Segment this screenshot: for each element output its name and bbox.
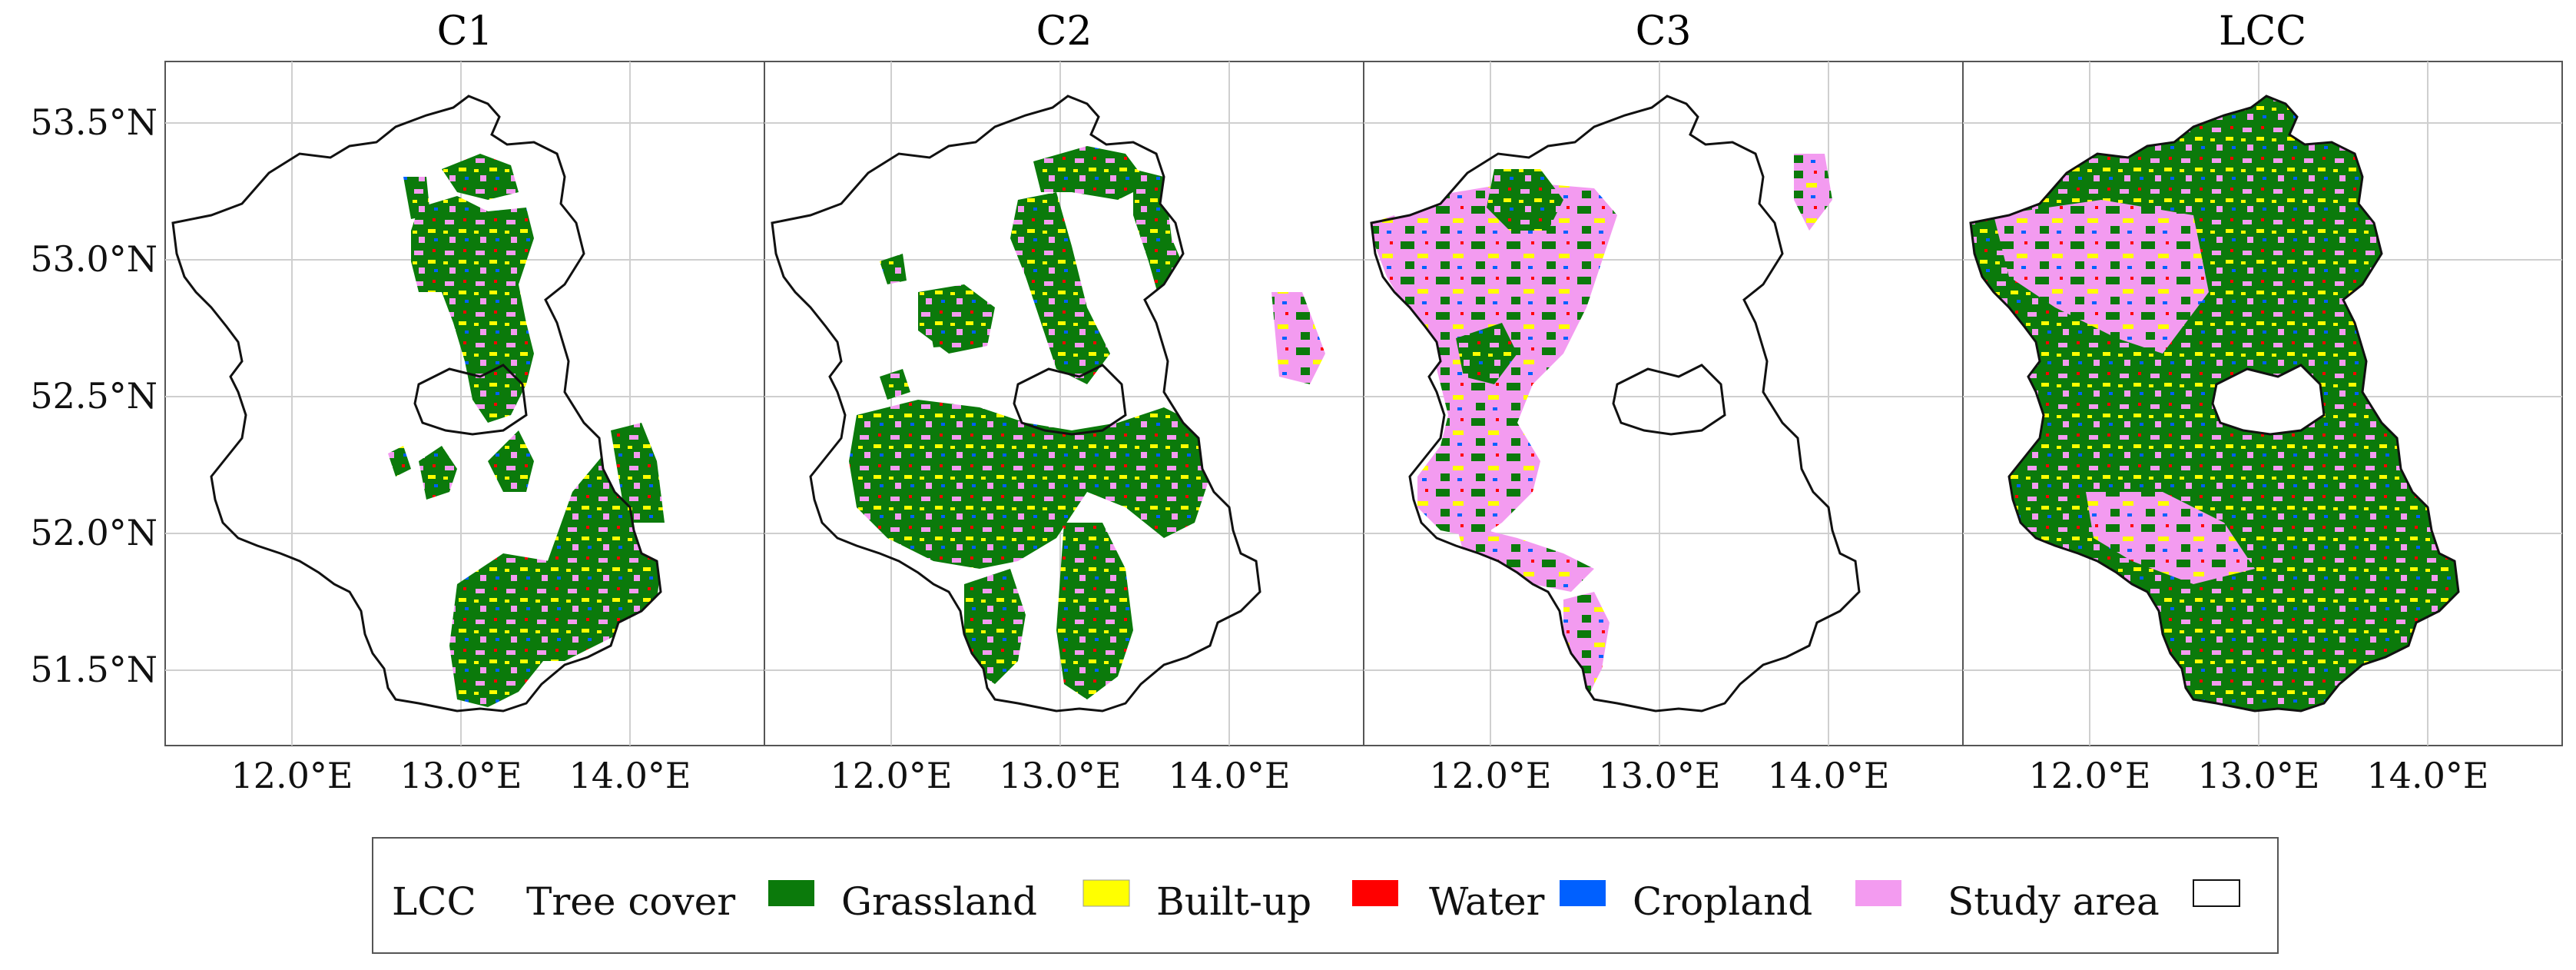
legend-swatch-built-up [1352, 880, 1398, 906]
latitude-axis: 53.5°N 53.0°N 52.5°N 52.0°N 51.5°N [30, 101, 157, 690]
legend: LCC Tree cover Grassland Built-up Water … [372, 837, 2279, 954]
lon-tick-label: 14.0°E [1168, 755, 1290, 796]
longitude-axis-c2: 12.0°E 13.0°E 14.0°E [830, 755, 1290, 796]
legend-label-study-area: Study area [1948, 879, 2160, 924]
legend-swatch-water [1560, 880, 1606, 906]
lat-tick-label: 52.0°N [30, 512, 157, 553]
lon-tick-label: 13.0°E [399, 755, 522, 796]
legend-label-grassland: Grassland [841, 879, 1037, 924]
panel-title-c3: C3 [1636, 8, 1692, 55]
legend-frame [372, 837, 2279, 954]
longitude-axis-c3: 12.0°E 13.0°E 14.0°E [1429, 755, 1889, 796]
lon-tick-label: 12.0°E [230, 755, 353, 796]
land-cover-c3-outer [1371, 154, 1832, 254]
study-area-outline [1969, 95, 2460, 713]
land-cover-c1-outer [388, 177, 665, 523]
legend-label-cropland: Cropland [1633, 879, 1812, 924]
legend-label-built-up: Built-up [1156, 879, 1311, 924]
lon-tick-label: 14.0°E [569, 755, 691, 796]
lon-tick-label: 13.0°E [999, 755, 1121, 796]
legend-swatch-grassland [1082, 879, 1130, 907]
lon-tick-label: 12.0°E [2028, 755, 2150, 796]
lon-tick-label: 12.0°E [1429, 755, 1551, 796]
lon-tick-label: 14.0°E [2366, 755, 2488, 796]
lat-tick-label: 52.5°N [30, 375, 157, 417]
lat-tick-label: 53.0°N [30, 238, 157, 280]
legend-label-water: Water [1429, 879, 1545, 924]
panel-title-c2: C2 [1036, 8, 1092, 55]
longitude-axis-c1: 12.0°E 13.0°E 14.0°E [230, 755, 691, 796]
lat-tick-label: 53.5°N [30, 101, 157, 143]
panel-c2: C2 [764, 8, 1364, 746]
panel-title-c1: C1 [437, 8, 493, 55]
panel-title-lcc: LCC [2219, 8, 2306, 55]
legend-swatch-tree-cover [768, 880, 814, 906]
land-cover-c2-outer [880, 254, 1325, 384]
legend-title: LCC [392, 879, 476, 924]
legend-swatch-study-area [2193, 879, 2240, 907]
panel-c3: C3 [1363, 8, 1964, 746]
legend-swatch-cropland [1855, 880, 1901, 906]
lon-tick-label: 13.0°E [1598, 755, 1720, 796]
panel-c1: C1 [164, 8, 765, 746]
longitude-axis-lcc: 12.0°E 13.0°E 14.0°E [2028, 755, 2488, 796]
legend-label-tree-cover: Tree cover [526, 879, 735, 924]
lat-tick-label: 51.5°N [30, 649, 157, 690]
lon-tick-label: 12.0°E [830, 755, 952, 796]
panel-lcc: LCC [1962, 8, 2563, 746]
lon-tick-label: 14.0°E [1767, 755, 1889, 796]
lon-tick-label: 13.0°E [2197, 755, 2319, 796]
